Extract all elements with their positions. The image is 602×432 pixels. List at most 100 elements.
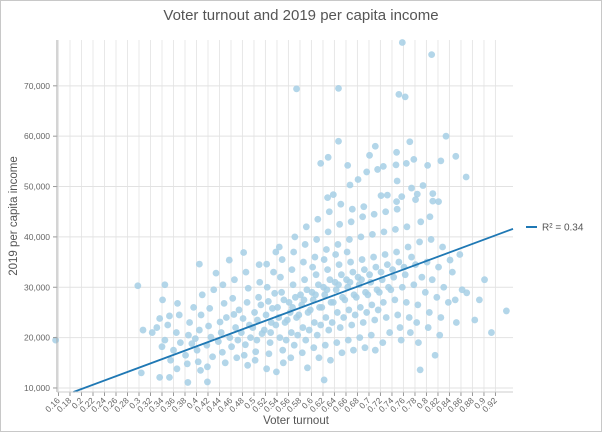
data-point	[219, 281, 227, 289]
data-point	[392, 161, 400, 169]
legend[interactable]: R² = 0.34	[526, 223, 584, 234]
data-point	[439, 243, 446, 251]
data-point	[287, 354, 295, 362]
data-point	[290, 248, 298, 256]
data-point	[209, 353, 216, 361]
data-point	[314, 215, 322, 223]
data-point	[194, 358, 202, 366]
data-point	[329, 298, 337, 306]
data-point	[424, 324, 432, 331]
data-point	[139, 326, 147, 334]
data-point	[231, 276, 238, 284]
data-point	[164, 321, 172, 329]
data-point	[300, 296, 308, 304]
data-point	[263, 365, 271, 373]
data-point	[471, 316, 479, 324]
data-point	[268, 305, 276, 312]
y-tick-label: 60,000	[24, 131, 50, 141]
data-point	[195, 326, 203, 334]
data-point	[176, 339, 184, 347]
data-point	[488, 329, 495, 336]
data-point	[406, 138, 414, 146]
data-point	[389, 266, 396, 274]
data-point	[348, 321, 356, 329]
data-point	[380, 228, 388, 236]
data-point	[206, 305, 214, 312]
data-point	[167, 356, 175, 364]
data-point	[243, 298, 251, 306]
data-point	[205, 322, 212, 330]
data-point	[302, 223, 310, 231]
data-point	[333, 339, 341, 347]
data-point	[325, 326, 333, 334]
data-point	[393, 205, 401, 213]
data-point	[303, 286, 311, 294]
data-point	[255, 261, 263, 268]
data-point	[393, 198, 400, 206]
data-point	[230, 311, 238, 318]
data-point	[368, 301, 376, 309]
data-point	[436, 331, 444, 339]
data-point	[370, 253, 377, 261]
data-point	[274, 303, 281, 311]
data-point	[416, 238, 423, 246]
data-point	[341, 296, 349, 304]
data-point	[271, 289, 279, 297]
data-point	[393, 248, 400, 256]
data-point	[428, 51, 436, 59]
data-point	[366, 151, 373, 159]
y-tick-label: 30,000	[24, 282, 50, 292]
data-point	[161, 336, 169, 344]
data-point	[197, 311, 205, 319]
data-point	[322, 314, 330, 321]
data-point	[299, 324, 307, 331]
data-point	[410, 155, 418, 163]
data-point	[383, 261, 391, 268]
data-point	[375, 288, 383, 296]
data-point	[379, 298, 387, 306]
data-point	[212, 269, 220, 277]
data-point	[360, 266, 368, 274]
data-point	[251, 356, 259, 364]
data-point	[266, 339, 274, 347]
data-point	[335, 261, 343, 268]
data-point	[371, 316, 379, 324]
data-point	[225, 256, 233, 264]
data-point	[244, 361, 252, 369]
data-point	[391, 296, 399, 304]
data-point	[291, 293, 299, 301]
data-point	[383, 191, 391, 199]
data-point	[345, 306, 353, 314]
data-point	[315, 354, 323, 362]
data-point	[263, 283, 271, 291]
data-point	[416, 366, 424, 374]
data-point	[357, 233, 365, 241]
data-point	[337, 271, 345, 279]
data-point	[408, 184, 415, 192]
data-point	[386, 329, 394, 336]
data-point	[184, 379, 192, 386]
data-point	[214, 338, 222, 346]
axes: 0.160.180.20.220.240.260.280.30.320.340.…	[24, 40, 513, 414]
data-point	[312, 291, 319, 299]
data-point	[402, 159, 410, 167]
data-point	[175, 311, 183, 319]
data-point	[247, 334, 254, 342]
data-point	[408, 253, 415, 261]
data-point	[401, 93, 409, 101]
data-point	[448, 268, 456, 276]
data-point	[435, 263, 442, 271]
data-point	[412, 196, 419, 204]
data-point	[270, 268, 277, 276]
y-tick-label: 10,000	[24, 383, 50, 393]
data-point	[360, 203, 368, 211]
data-point	[228, 343, 235, 351]
data-point	[335, 84, 342, 92]
data-point	[356, 303, 364, 311]
data-point	[314, 281, 322, 289]
trendline	[73, 228, 514, 393]
data-point	[502, 307, 510, 315]
data-point	[253, 336, 261, 344]
data-point	[207, 333, 215, 341]
data-point	[256, 278, 264, 286]
